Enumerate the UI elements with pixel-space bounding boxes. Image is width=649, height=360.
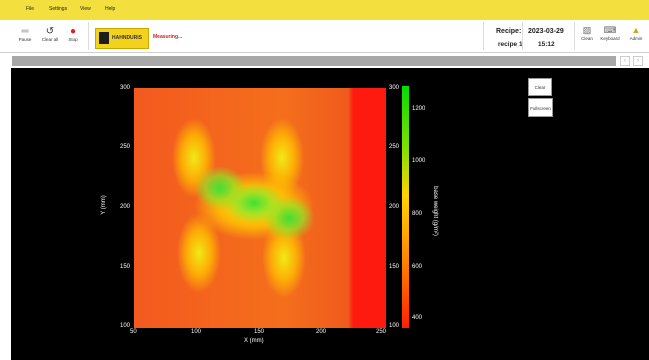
heatmap[interactable] <box>134 88 386 328</box>
next-button[interactable]: › <box>633 56 643 66</box>
x-tick: 250 <box>376 329 387 335</box>
time-text: 15:12 <box>538 41 555 48</box>
keyboard-icon: ⌨ <box>603 25 617 35</box>
lock-icon: ▲ <box>631 25 641 35</box>
stop-label: Stop <box>68 37 78 42</box>
keyboard-button[interactable]: ⌨ Keyboard <box>599 25 621 41</box>
toolbar-divider <box>88 22 89 50</box>
y-tick: 250 <box>120 144 131 150</box>
clear-all-label: Clear all <box>41 37 59 42</box>
colorbar-tick: 800 <box>412 211 423 217</box>
y-tick: 100 <box>120 323 131 329</box>
logo-text: HAHNDURIS <box>112 35 142 41</box>
x-tick: 150 <box>254 329 265 335</box>
clean-icon: ▨ <box>582 25 592 35</box>
colorbar-tick: 1200 <box>412 106 426 112</box>
menu-help[interactable]: Help <box>105 6 116 12</box>
y-axis-label: Y (mm) <box>100 195 107 215</box>
colorbar-tick: 400 <box>412 315 423 321</box>
colorbar <box>402 86 409 328</box>
y-tick: 200 <box>120 204 131 210</box>
keyboard-label: Keyboard <box>600 36 620 41</box>
y-tick-right: 150 <box>389 264 400 270</box>
stop-icon: ● <box>69 26 77 37</box>
clear-plot-button[interactable]: Clear <box>528 78 552 96</box>
admin-label: Admin <box>629 36 643 41</box>
company-logo: HAHNDURIS <box>95 28 149 49</box>
chevron-left-icon: ‹ <box>624 58 626 64</box>
colorbar-tick: 1000 <box>412 158 426 164</box>
menu-file[interactable]: File <box>26 6 35 12</box>
toolbar-divider <box>522 22 523 50</box>
clear-all-button[interactable]: ↺ Clear all <box>41 26 59 42</box>
y-tick: 300 <box>120 85 131 91</box>
recipe-label: Recipe: <box>496 28 522 35</box>
admin-button[interactable]: ▲ Admin <box>627 25 645 41</box>
date-text: 2023-03-29 <box>528 28 564 35</box>
status-text: Measuring... <box>153 34 183 40</box>
y-tick-right: 300 <box>389 85 400 91</box>
pause-label: Pause <box>18 37 32 42</box>
toolbar-divider <box>574 22 575 50</box>
y-tick: 150 <box>120 264 131 270</box>
colorbar-tick: 600 <box>412 264 423 270</box>
pause-button[interactable]: ═ Pause <box>16 26 34 42</box>
recipe-value: recipe 1 <box>498 41 523 48</box>
clean-button[interactable]: ▨ Clean <box>578 25 596 41</box>
menu-settings[interactable]: Settings <box>49 6 68 12</box>
x-tick: 200 <box>316 329 327 335</box>
chevron-right-icon: › <box>637 58 639 64</box>
refresh-icon: ↺ <box>45 26 55 37</box>
fullscreen-button[interactable]: Fullscreen <box>528 98 553 117</box>
menu-view[interactable]: View <box>80 6 91 12</box>
y-tick-right: 200 <box>389 204 400 210</box>
x-axis-label: X (mm) <box>244 338 264 344</box>
toolbar-divider <box>483 22 484 50</box>
tab-bar <box>12 56 616 66</box>
logo-mark-icon <box>99 32 109 44</box>
prev-button[interactable]: ‹ <box>620 56 630 66</box>
stop-button[interactable]: ● Stop <box>64 26 82 42</box>
clean-label: Clean <box>581 36 593 41</box>
x-tick: 100 <box>191 329 202 335</box>
x-tick: 50 <box>130 329 137 335</box>
pause-icon: ═ <box>21 26 29 37</box>
menu-bar: File Settings View Help <box>0 0 649 20</box>
y-tick-right: 250 <box>389 144 400 150</box>
colorbar-label: base weight (g/m²) <box>431 186 438 236</box>
y-tick-right: 100 <box>389 323 400 329</box>
